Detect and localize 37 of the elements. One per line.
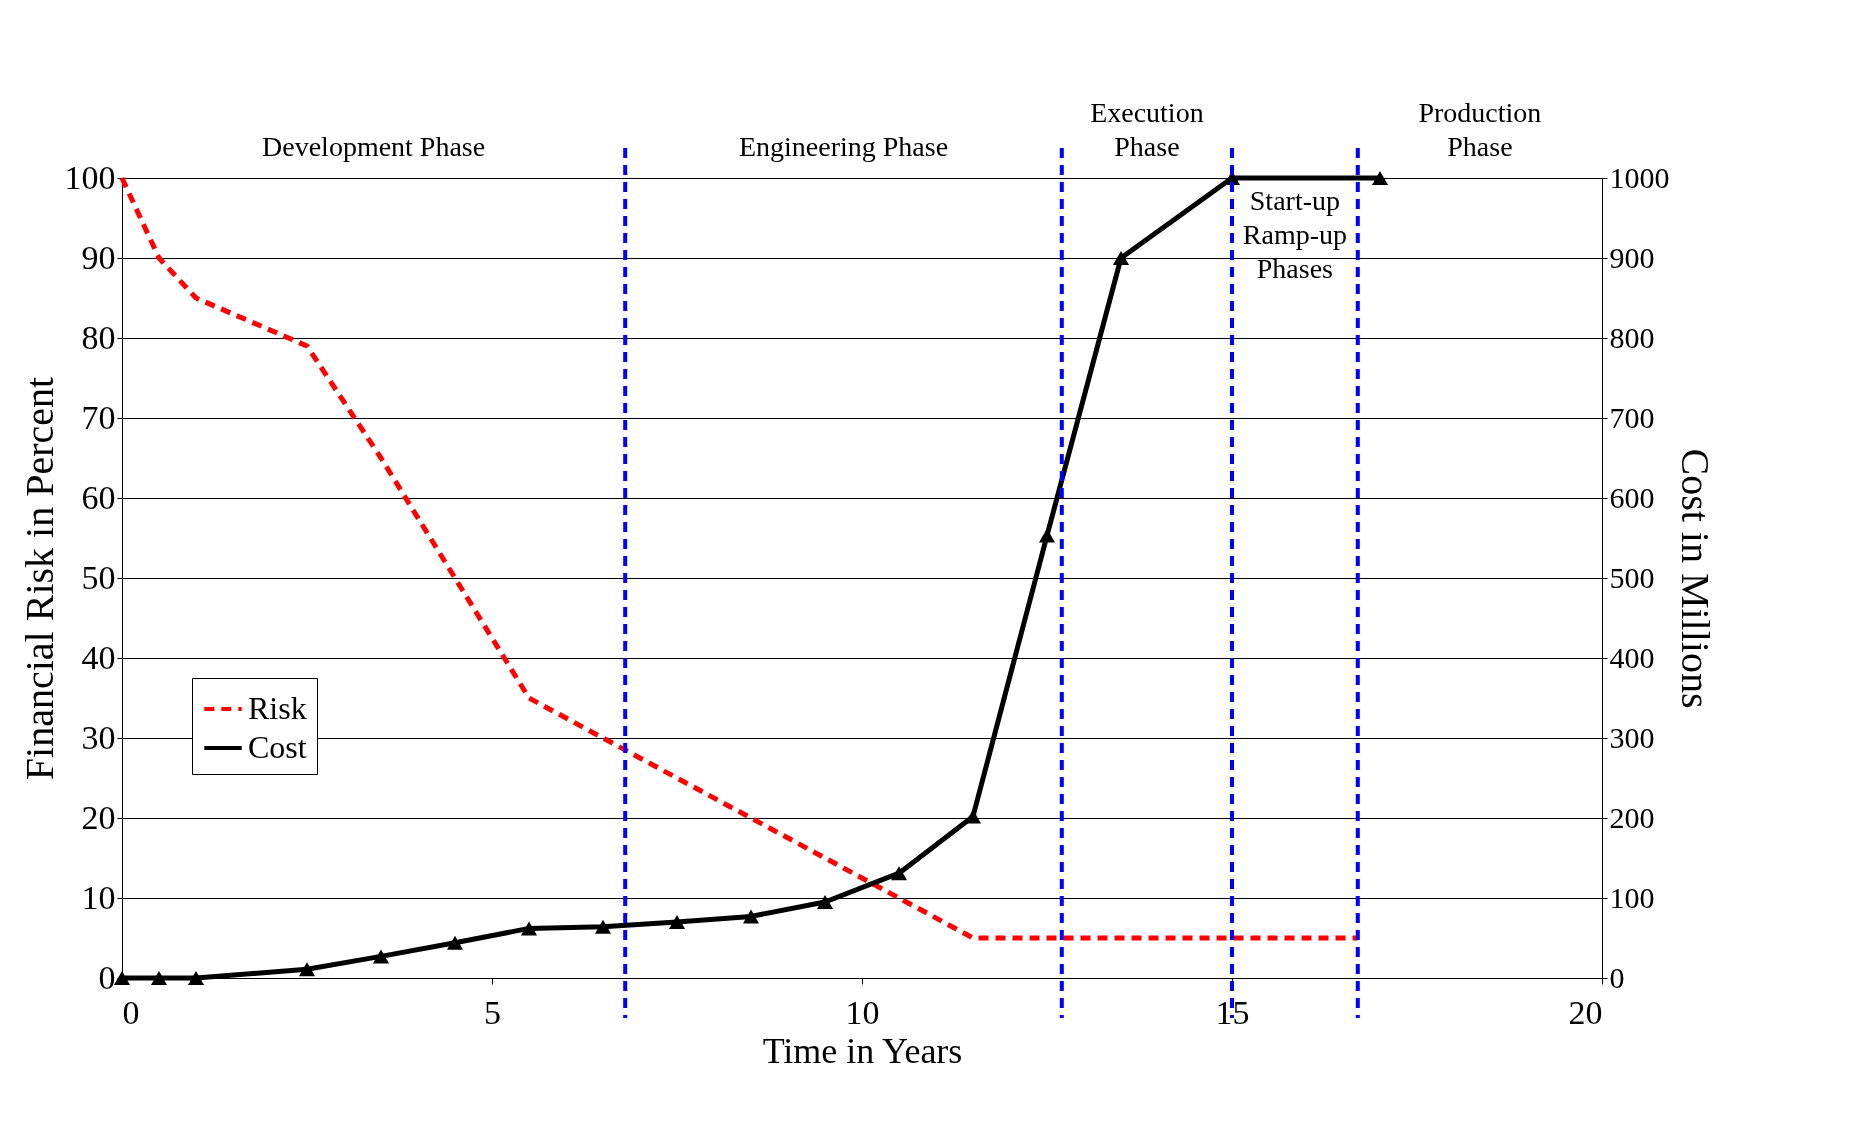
y-tick-label: 10	[81, 878, 116, 916]
text: Development Phase	[262, 131, 486, 162]
y2-tick-label: 200	[1609, 800, 1655, 834]
y-tick-label: 30	[81, 718, 116, 756]
y-tick-label: 80	[81, 318, 116, 356]
y-tick-label: 60	[81, 478, 116, 516]
y2-tick-label: 900	[1609, 240, 1655, 274]
y2-tick-label: 300	[1609, 720, 1655, 754]
y-tick-label: 40	[81, 638, 116, 676]
y-tick-label: 20	[81, 798, 116, 836]
y2-tick-label: 800	[1609, 320, 1655, 354]
y2-tick-label: 100	[1609, 880, 1655, 914]
legend-label: Risk	[248, 690, 307, 726]
y-tick-label: 90	[81, 238, 116, 276]
text: Execution Phase	[1090, 97, 1204, 162]
x-tick-label: 0	[122, 993, 140, 1031]
y-tick-label: 100	[64, 158, 116, 196]
x-tick-label: 10	[845, 993, 880, 1031]
x-tick-label: 20	[1568, 993, 1603, 1031]
x-axis-title: Time in Years	[762, 1030, 963, 1071]
y2-tick-label: 600	[1609, 480, 1655, 514]
x-tick-label: 15	[1215, 993, 1250, 1031]
legend-label: Cost	[248, 729, 307, 765]
text: Production Phase	[1418, 97, 1542, 162]
y2-tick-label: 1000	[1609, 160, 1670, 194]
y2-axis-title: Cost in Millions	[1672, 448, 1718, 709]
y2-tick-label: 400	[1609, 640, 1655, 674]
y2-tick-label: 500	[1609, 560, 1655, 594]
y-tick-label: 0	[98, 958, 116, 996]
y2-tick-label: 0	[1609, 960, 1625, 994]
y-tick-label: 70	[81, 398, 116, 436]
y2-tick-label: 700	[1609, 400, 1655, 434]
y-axis-title: Financial Risk in Percent	[16, 376, 62, 781]
annotation: Start-up Ramp-up Phases	[1242, 185, 1348, 284]
x-tick-label: 5	[484, 993, 501, 1031]
text: Engineering Phase	[738, 131, 949, 162]
y-tick-label: 50	[81, 558, 116, 596]
